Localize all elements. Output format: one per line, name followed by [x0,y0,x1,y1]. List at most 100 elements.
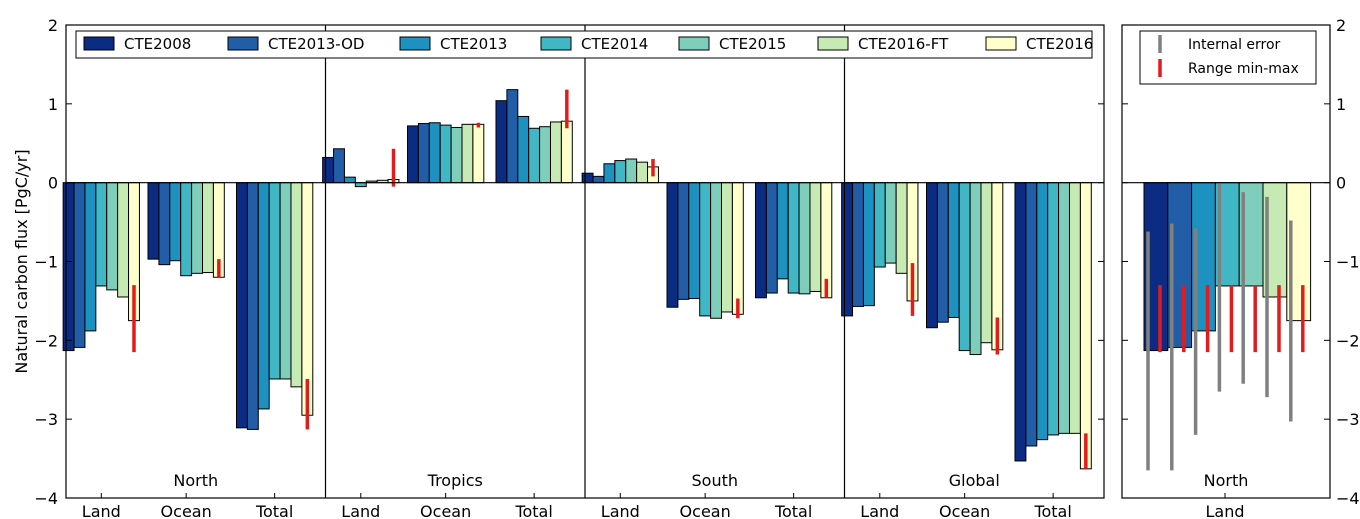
legend-swatch-cte2013 [399,36,431,51]
bar-global-total-cte2015 [1058,182,1070,434]
bar-north-total-cte2016-ft [290,182,303,388]
legend: CTE2008 CTE2013-OD CTE2013 CTE2014 CTE2015 CT… [75,30,1093,59]
bar-global-land-cte2015 [884,182,897,264]
bar-tropics-total-cte2015 [539,126,551,184]
x-tick-label: Ocean [420,502,471,519]
y-tick-label: 2 [48,16,58,35]
side-y-tick-label: −3 [1336,410,1360,429]
bar-north-ocean-cte2013-od [158,182,171,266]
region-label-south: South [692,471,739,490]
bar-north-ocean-cte2008 [147,182,160,260]
bar-south-ocean-cte2008 [666,182,679,308]
x-tick-label: Total [255,502,293,519]
legend-label-cte2014: CTE2014 [581,35,648,53]
bar-south-land-cte2013-od [592,175,605,184]
bar-tropics-ocean-cte2015 [450,126,463,184]
side-y-tick-label: 0 [1336,174,1346,193]
bar-south-ocean-cte2016 [731,182,744,315]
bar-tropics-total-cte2013-od [506,89,519,184]
x-tick-label: Ocean [939,502,990,519]
bar-global-ocean-cte2014 [958,182,971,352]
bar-south-ocean-cte2013 [688,182,701,300]
legend-label-cte2016-ft: CTE2016-FT [858,35,949,53]
bar-south-total-cte2013-od [765,182,778,294]
legend-internal-error-label: Internal error [1188,37,1281,53]
bar-tropics-total-cte2016-ft [549,121,562,184]
bar-north-land-cte2013-od [73,182,86,348]
bar-south-land-cte2014 [614,160,627,184]
bar-south-land-cte2016-ft [636,161,649,184]
bar-south-total-cte2015 [798,182,811,295]
bar-north-total-cte2008 [235,182,248,429]
legend-label-cte2016: CTE2016 [1026,35,1093,53]
bar-tropics-ocean-cte2014 [439,124,452,184]
bar-north-land-cte2014 [95,182,108,287]
bar-tropics-land-cte2008 [322,156,335,184]
bar-north-land-cte2016-ft [117,182,130,298]
bar-north-land-cte2013 [84,182,97,332]
region-label-north: North [173,471,218,490]
bar-tropics-ocean-cte2013-od [417,123,430,184]
bar-south-land-cte2015 [625,158,638,184]
bar-north-ocean-cte2015 [191,182,204,274]
bar-global-total-cte2016-ft [1068,182,1081,434]
bar-tropics-ocean-cte2013 [428,122,441,184]
side-y-tick-label: 1 [1336,95,1346,114]
bar-tropics-land-cte2013-od [333,148,345,184]
bar-north-ocean-cte2016-ft [202,182,214,274]
bar-global-land-cte2016-ft [895,182,908,274]
legend-swatch-cte2015 [678,36,710,51]
bar-south-total-cte2016-ft [809,182,822,292]
x-tick-label: Ocean [680,502,731,519]
legend-label-cte2008: CTE2008 [124,35,191,53]
bar-global-total-cte2008 [1014,182,1027,462]
side-legend: Internal error Range min-max [1139,30,1317,85]
bar-north-land-cte2008 [62,182,75,352]
bar-tropics-ocean-cte2016-ft [461,123,474,184]
side-y-tick-label: −2 [1336,331,1360,350]
bar-global-land-cte2008 [841,182,854,317]
side-region-label: North [1204,471,1249,490]
bar-north-land-cte2015 [106,182,119,291]
bar-global-ocean-cte2013 [947,182,960,318]
y-tick-label: 1 [48,95,58,114]
bar-global-land-cte2013 [862,182,875,307]
bar-global-ocean-cte2013-od [936,182,949,323]
bar-global-ocean-cte2015 [969,182,982,356]
region-label-global: Global [949,471,1000,490]
x-tick-label: Total [514,502,552,519]
bar-south-ocean-cte2013-od [677,182,690,300]
bar-global-total-cte2014 [1047,182,1060,436]
y-tick-label: −3 [34,410,58,429]
bar-global-land-cte2013-od [852,182,864,307]
side-legend-box [1139,30,1317,85]
x-tick-label: Land [82,502,121,519]
bar-south-ocean-cte2014 [699,182,712,317]
bar-tropics-ocean-cte2008 [407,125,419,184]
legend-label-cte2013: CTE2013 [440,35,507,53]
bar-south-land-cte2008 [581,172,594,184]
x-tick-label: Total [1033,502,1071,519]
y-tick-label: −2 [34,331,58,350]
bar-south-ocean-cte2015 [710,182,722,319]
legend-swatch-cte2014 [540,36,572,51]
bar-tropics-land-cte2013 [343,176,356,184]
bar-tropics-ocean-cte2016 [472,123,485,184]
legend-swatch-cte2016 [985,36,1017,51]
legend-swatch-cte2013-od [227,36,259,51]
side-bars-layer [1143,182,1312,471]
x-tick-label: Land [860,502,899,519]
side-y-tick-label: −4 [1336,489,1360,508]
bar-global-total-cte2013 [1036,182,1049,441]
legend-label-cte2015: CTE2015 [719,35,786,53]
bar-south-total-cte2014 [787,182,800,294]
bar-north-total-cte2015 [279,182,292,380]
bar-global-land-cte2014 [873,182,886,268]
bar-global-ocean-cte2016-ft [980,182,993,344]
side-x-tick-label: Land [1205,502,1244,519]
bar-tropics-total-cte2016 [560,120,573,184]
bar-north-total-cte2013-od [246,182,259,430]
region-label-tropics: Tropics [427,471,483,490]
x-tick-label: Land [341,502,380,519]
legend-range-label: Range min-max [1188,61,1299,77]
